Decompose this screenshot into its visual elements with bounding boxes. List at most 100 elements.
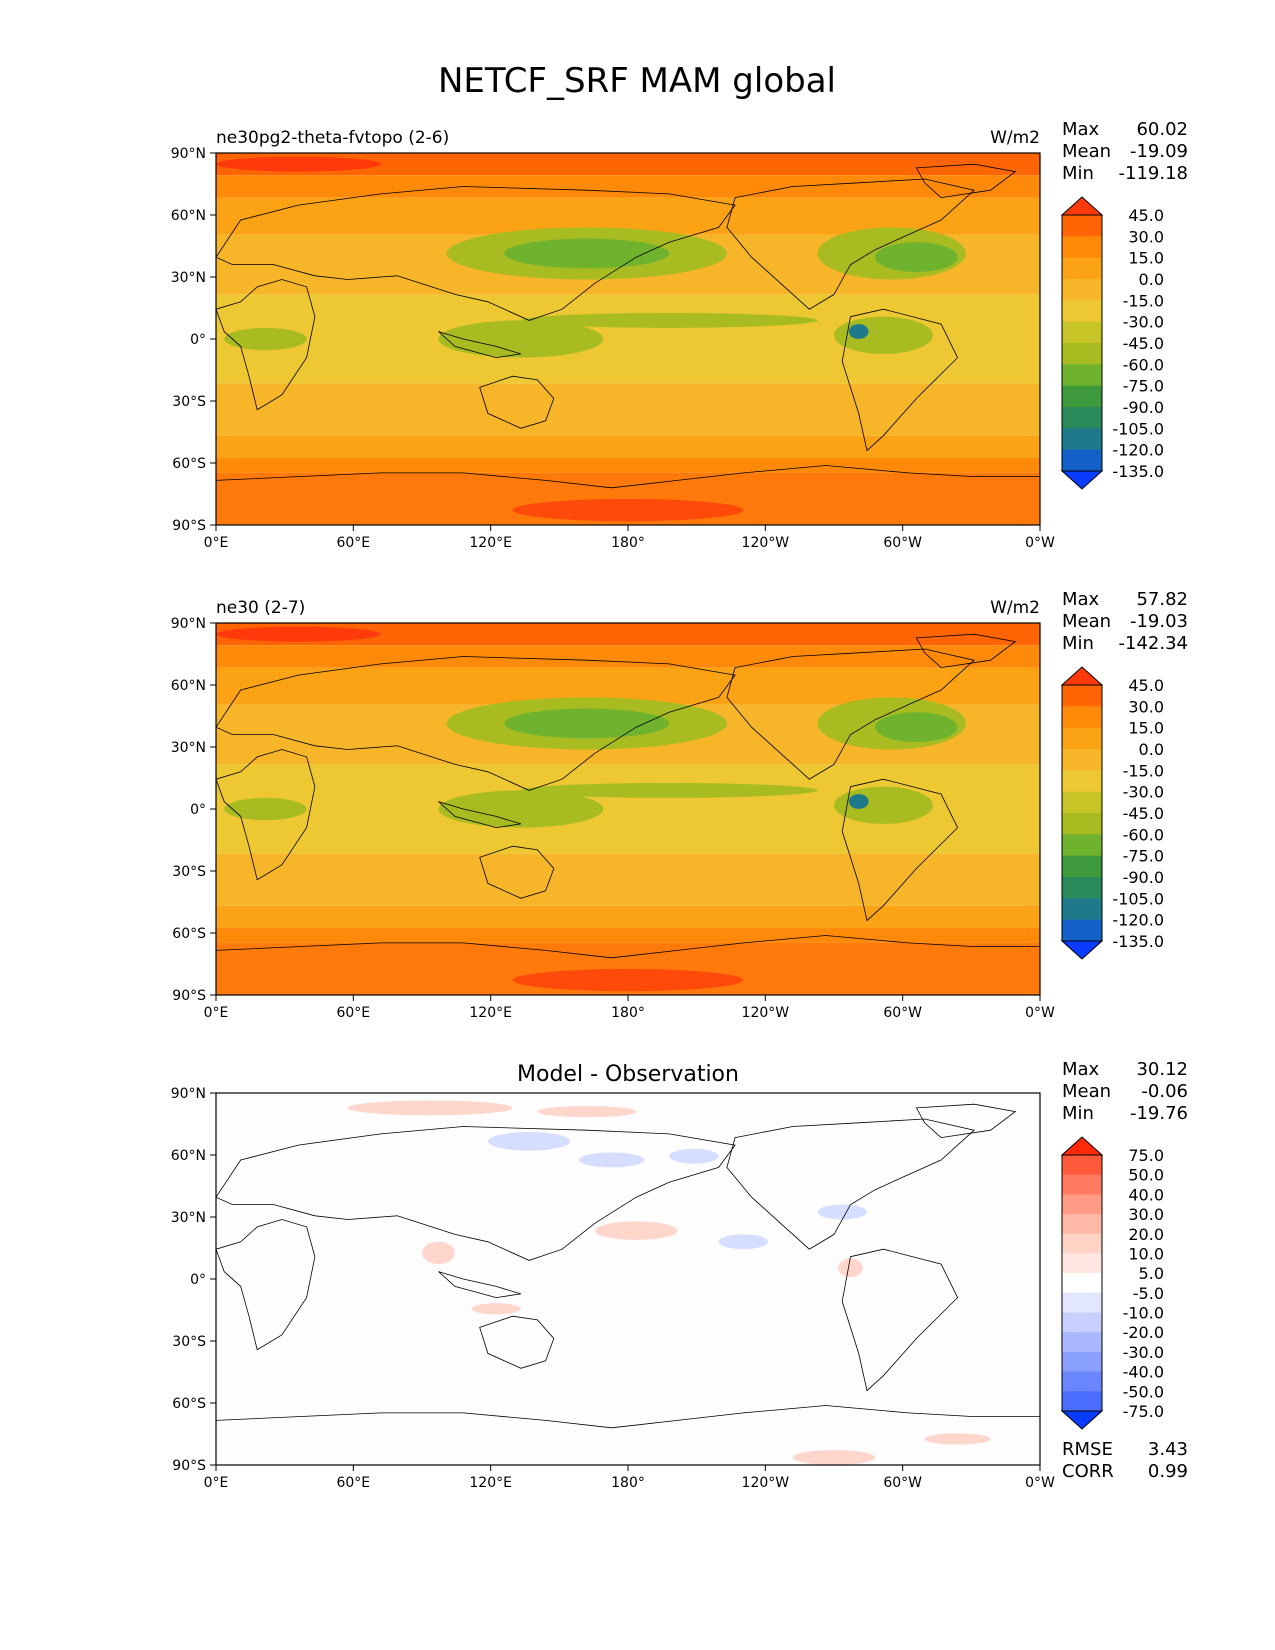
lat-tick-label: 90°S: [172, 988, 206, 1004]
colorbar-segment: [1062, 343, 1102, 365]
colorbar-segment: [1062, 898, 1102, 921]
field-feature: [520, 782, 818, 798]
stat-label: Min: [1062, 1103, 1094, 1124]
colorbar-level-label: -120.0: [1112, 441, 1164, 460]
map-coastline: [479, 375, 555, 429]
colorbar-segment: [1062, 1371, 1102, 1392]
colorbar-level-label: 30.0: [1128, 227, 1164, 246]
panel-reference: ne30 (2-7) W/m2 90°N 60°N 30°N 0° 30°S 60°S 90°S…: [171, 589, 1188, 1021]
map-field: [216, 1093, 1040, 1465]
colorbar-segment: [1062, 1332, 1102, 1353]
field-feature: [471, 1303, 521, 1315]
colorbar-level-label: 15.0: [1128, 249, 1164, 268]
colorbar-level-label: -120.0: [1112, 911, 1164, 930]
field-band: [216, 435, 1040, 459]
colorbar-extend-bottom: [1060, 940, 1104, 960]
colorbar-segment: [1062, 385, 1102, 408]
field-feature: [487, 1132, 571, 1151]
colorbar-level-label: -90.0: [1123, 398, 1164, 417]
lon-tick-label: 120°E: [469, 1475, 512, 1491]
field-feature: [504, 708, 670, 739]
panel-title-center: Model - Observation: [517, 1062, 739, 1087]
lon-tick-label: 60°E: [336, 535, 370, 551]
map-coastline: [438, 331, 522, 359]
field-background: [216, 1093, 1040, 1465]
field-band: [216, 645, 1040, 668]
lon-tick-label: 60°W: [883, 1005, 922, 1021]
lon-tick-label: 0°E: [204, 535, 229, 551]
colorbar-segment: [1062, 1273, 1102, 1294]
field-feature: [875, 242, 958, 273]
colorbar-level-label: -75.0: [1123, 847, 1164, 866]
map-coastline: [841, 308, 959, 452]
map-coastline: [479, 845, 555, 899]
colorbar-segment: [1062, 236, 1102, 259]
field-feature: [834, 316, 933, 354]
field-feature: [422, 1241, 455, 1265]
colorbar-segment: [1062, 1292, 1102, 1314]
colorbar-level-label: -30.0: [1123, 313, 1164, 332]
colorbar-segment: [1062, 685, 1102, 707]
lon-tick-label: 120°W: [742, 1005, 790, 1021]
colorbar-level-label: -10.0: [1123, 1304, 1164, 1323]
colorbar-segment: [1062, 791, 1102, 814]
colorbar-segment: [1062, 215, 1102, 237]
lon-tick-label: 0°W: [1025, 1475, 1055, 1491]
map-coastline: [841, 778, 959, 922]
colorbar-segment: [1062, 877, 1102, 899]
colorbar-segment: [1062, 428, 1102, 451]
lat-tick-label: 30°N: [171, 1210, 206, 1226]
field-feature: [718, 1234, 769, 1250]
field-band: [216, 175, 1040, 198]
colorbar-level-label: -90.0: [1123, 868, 1164, 887]
footer-label: CORR: [1062, 1461, 1114, 1482]
colorbar-level-label: 40.0: [1128, 1185, 1164, 1204]
field-feature: [537, 1106, 637, 1118]
colorbar-segment: [1062, 1194, 1102, 1215]
colorbar-extend-top: [1060, 196, 1104, 216]
colorbar-segment: [1062, 1174, 1102, 1195]
stat-value: -19.09: [1130, 141, 1188, 162]
lon-tick-label: 0°W: [1025, 1005, 1055, 1021]
stat-value: -19.76: [1130, 1103, 1188, 1124]
stat-label: Min: [1062, 633, 1094, 654]
stat-label: Min: [1062, 163, 1094, 184]
colorbar-segment: [1062, 321, 1102, 344]
lon-tick-label: 120°E: [469, 535, 512, 551]
lat-tick-label: 30°S: [172, 1334, 206, 1350]
panel-units: W/m2: [990, 128, 1040, 148]
colorbar-level-label: -20.0: [1123, 1323, 1164, 1342]
lon-tick-label: 180°: [611, 535, 645, 551]
colorbar-level-label: -5.0: [1133, 1284, 1164, 1303]
lat-tick-label: 90°N: [171, 146, 206, 162]
field-feature: [578, 1152, 645, 1168]
map-coastline: [216, 935, 1040, 995]
colorbar-level-label: 30.0: [1128, 1205, 1164, 1224]
field-feature: [595, 1221, 678, 1240]
lat-tick-label: 30°N: [171, 270, 206, 286]
panel-title-left: ne30 (2-7): [216, 598, 305, 618]
field-feature: [669, 1148, 719, 1164]
field-feature: [875, 712, 958, 743]
colorbar-level-label: 5.0: [1139, 1264, 1164, 1283]
stat-label: Max: [1062, 589, 1100, 610]
field-feature: [512, 968, 744, 992]
colorbar-segment: [1062, 919, 1102, 942]
lon-tick-label: 0°W: [1025, 535, 1055, 551]
map-coastline: [479, 1315, 555, 1369]
field-feature: [848, 324, 869, 339]
stat-label: Max: [1062, 1059, 1100, 1080]
field-feature: [848, 794, 869, 809]
field-feature: [792, 1450, 876, 1465]
colorbar-segment: [1062, 1233, 1102, 1254]
footer-value: 0.99: [1148, 1461, 1188, 1482]
field-feature: [504, 238, 670, 269]
panel-title-left: ne30pg2-theta-fvtopo (2-6): [216, 128, 449, 148]
map-coastline: [915, 633, 1017, 669]
field-band: [216, 153, 1040, 176]
field-feature: [224, 327, 307, 351]
lat-tick-label: 60°N: [171, 1148, 206, 1164]
colorbar-level-label: 0.0: [1139, 740, 1164, 759]
colorbar-level-label: -50.0: [1123, 1382, 1164, 1401]
colorbar-segment: [1062, 1155, 1102, 1176]
